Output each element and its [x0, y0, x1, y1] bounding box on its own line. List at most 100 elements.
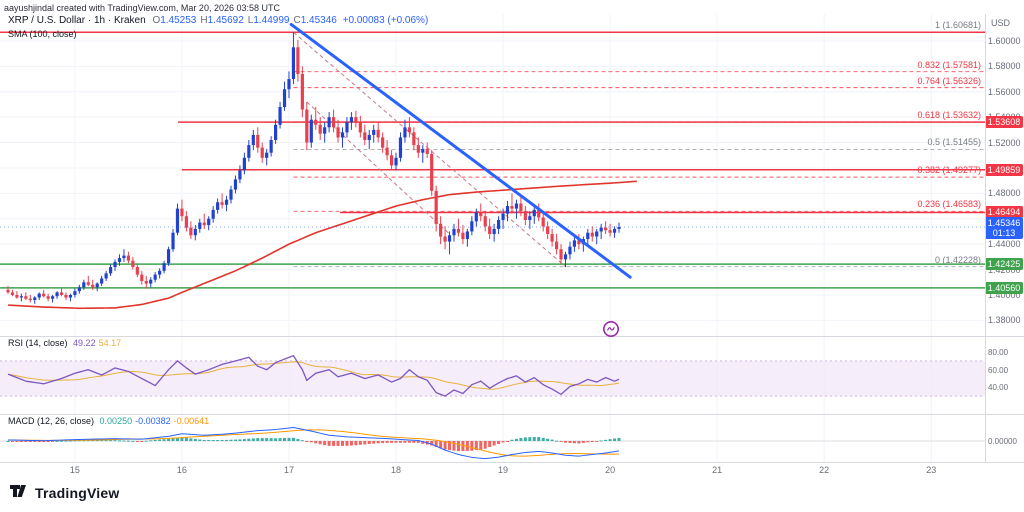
candle-body[interactable]	[604, 227, 608, 231]
candle-body[interactable]	[314, 119, 318, 125]
candle-body[interactable]	[336, 127, 340, 138]
macd-histogram-bar[interactable]	[287, 437, 291, 441]
macd-histogram-bar[interactable]	[456, 441, 460, 452]
candle-body[interactable]	[461, 232, 465, 240]
candle-body[interactable]	[233, 179, 238, 190]
candle-body[interactable]	[158, 270, 162, 275]
candle-body[interactable]	[470, 221, 474, 232]
candle-body[interactable]	[135, 267, 139, 275]
macd-histogram-bar[interactable]	[461, 441, 465, 452]
macd-histogram-bar[interactable]	[175, 437, 179, 441]
macd-histogram-bar[interactable]	[519, 438, 523, 441]
candle-body[interactable]	[42, 293, 46, 297]
candle-body[interactable]	[108, 267, 113, 274]
candle-body[interactable]	[434, 190, 438, 224]
candle-body[interactable]	[180, 208, 184, 217]
macd-histogram-bar[interactable]	[372, 441, 376, 444]
macd-histogram-bar[interactable]	[42, 441, 46, 442]
macd-histogram-bar[interactable]	[64, 440, 68, 442]
candle-body[interactable]	[439, 223, 443, 237]
symbol-title[interactable]: XRP / U.S. Dollar · 1h · Kraken	[8, 15, 146, 26]
candle-body[interactable]	[403, 127, 407, 138]
candle-body[interactable]	[381, 137, 385, 148]
macd-histogram-bar[interactable]	[572, 441, 576, 444]
macd-histogram-bar[interactable]	[367, 441, 371, 444]
candle-body[interactable]	[514, 203, 519, 209]
macd-histogram-bar[interactable]	[492, 441, 496, 446]
chart-emoji-sticker[interactable]	[602, 320, 620, 338]
candle-body[interactable]	[126, 255, 131, 261]
candle-body[interactable]	[287, 79, 291, 90]
macd-histogram-bar[interactable]	[247, 438, 251, 441]
candle-body[interactable]	[73, 291, 77, 295]
candle-body[interactable]	[100, 278, 104, 284]
candle-body[interactable]	[501, 213, 505, 221]
macd-histogram-bar[interactable]	[238, 439, 242, 441]
candle-body[interactable]	[91, 284, 95, 288]
price-axis[interactable]: USD 1.600001.580001.560001.540001.520001…	[985, 0, 1024, 478]
candle-body[interactable]	[595, 231, 599, 237]
macd-histogram-bar[interactable]	[345, 441, 349, 446]
macd-histogram-bar[interactable]	[109, 440, 113, 442]
macd-histogram-bar[interactable]	[394, 441, 398, 443]
candle-body[interactable]	[122, 255, 126, 259]
macd-histogram-bar[interactable]	[595, 441, 599, 442]
macd-histogram-bar[interactable]	[398, 441, 402, 443]
candle-body[interactable]	[568, 246, 572, 255]
candle-body[interactable]	[608, 230, 612, 233]
pane-separator-macd[interactable]	[0, 414, 1024, 415]
macd-label[interactable]: MACD (12, 26, close)	[8, 416, 95, 426]
candle-body[interactable]	[51, 296, 55, 299]
macd-histogram-bar[interactable]	[358, 441, 362, 445]
candle-body[interactable]	[82, 282, 86, 288]
candle-body[interactable]	[474, 212, 478, 222]
candle-body[interactable]	[309, 119, 313, 143]
macd-histogram-bar[interactable]	[497, 441, 501, 445]
macd-histogram-bar[interactable]	[220, 440, 224, 442]
candle-body[interactable]	[430, 153, 434, 191]
candle-body[interactable]	[220, 202, 224, 205]
candle-body[interactable]	[452, 228, 456, 236]
candle-body[interactable]	[291, 47, 296, 80]
candle-body[interactable]	[385, 147, 389, 156]
candle-body[interactable]	[425, 148, 429, 154]
macd-histogram-bar[interactable]	[465, 441, 469, 451]
macd-histogram-bar[interactable]	[305, 441, 309, 442]
candle-body[interactable]	[59, 292, 64, 295]
macd-histogram-bar[interactable]	[559, 441, 563, 442]
macd-histogram-bar[interactable]	[126, 440, 130, 442]
macd-histogram-bar[interactable]	[225, 439, 229, 441]
macd-histogram-bar[interactable]	[158, 439, 162, 441]
candle-body[interactable]	[64, 294, 68, 298]
macd-histogram-bar[interactable]	[193, 438, 197, 441]
macd-histogram-bar[interactable]	[6, 441, 10, 442]
macd-histogram-bar[interactable]	[434, 441, 438, 447]
candle-body[interactable]	[465, 231, 469, 240]
chart-canvas[interactable]	[0, 0, 985, 462]
candle-body[interactable]	[559, 249, 563, 260]
rsi-label[interactable]: RSI (14, close)	[8, 338, 68, 348]
macd-histogram-bar[interactable]	[202, 440, 206, 442]
macd-histogram-bar[interactable]	[341, 441, 344, 446]
candle-body[interactable]	[260, 147, 264, 158]
candle-body[interactable]	[590, 232, 594, 237]
macd-histogram-bar[interactable]	[323, 441, 327, 446]
macd-histogram-bar[interactable]	[474, 441, 478, 451]
macd-histogram-bar[interactable]	[448, 441, 452, 451]
rsi-ma-line[interactable]	[7, 361, 620, 390]
macd-histogram-bar[interactable]	[211, 440, 215, 442]
candle-body[interactable]	[37, 293, 41, 298]
macd-histogram-bar[interactable]	[131, 440, 135, 442]
rsi-legend[interactable]: RSI (14, close) 49.22 54.17	[8, 338, 121, 348]
macd-histogram-bar[interactable]	[91, 440, 95, 442]
candle-body[interactable]	[282, 89, 287, 107]
candle-body[interactable]	[528, 216, 532, 221]
candle-body[interactable]	[166, 249, 171, 264]
macd-histogram-bar[interactable]	[55, 440, 59, 442]
macd-histogram-bar[interactable]	[590, 441, 594, 442]
candle-body[interactable]	[363, 132, 367, 141]
candle-body[interactable]	[577, 240, 581, 245]
candle-body[interactable]	[171, 232, 175, 250]
candle-body[interactable]	[412, 132, 416, 146]
macd-histogram-bar[interactable]	[153, 439, 157, 441]
